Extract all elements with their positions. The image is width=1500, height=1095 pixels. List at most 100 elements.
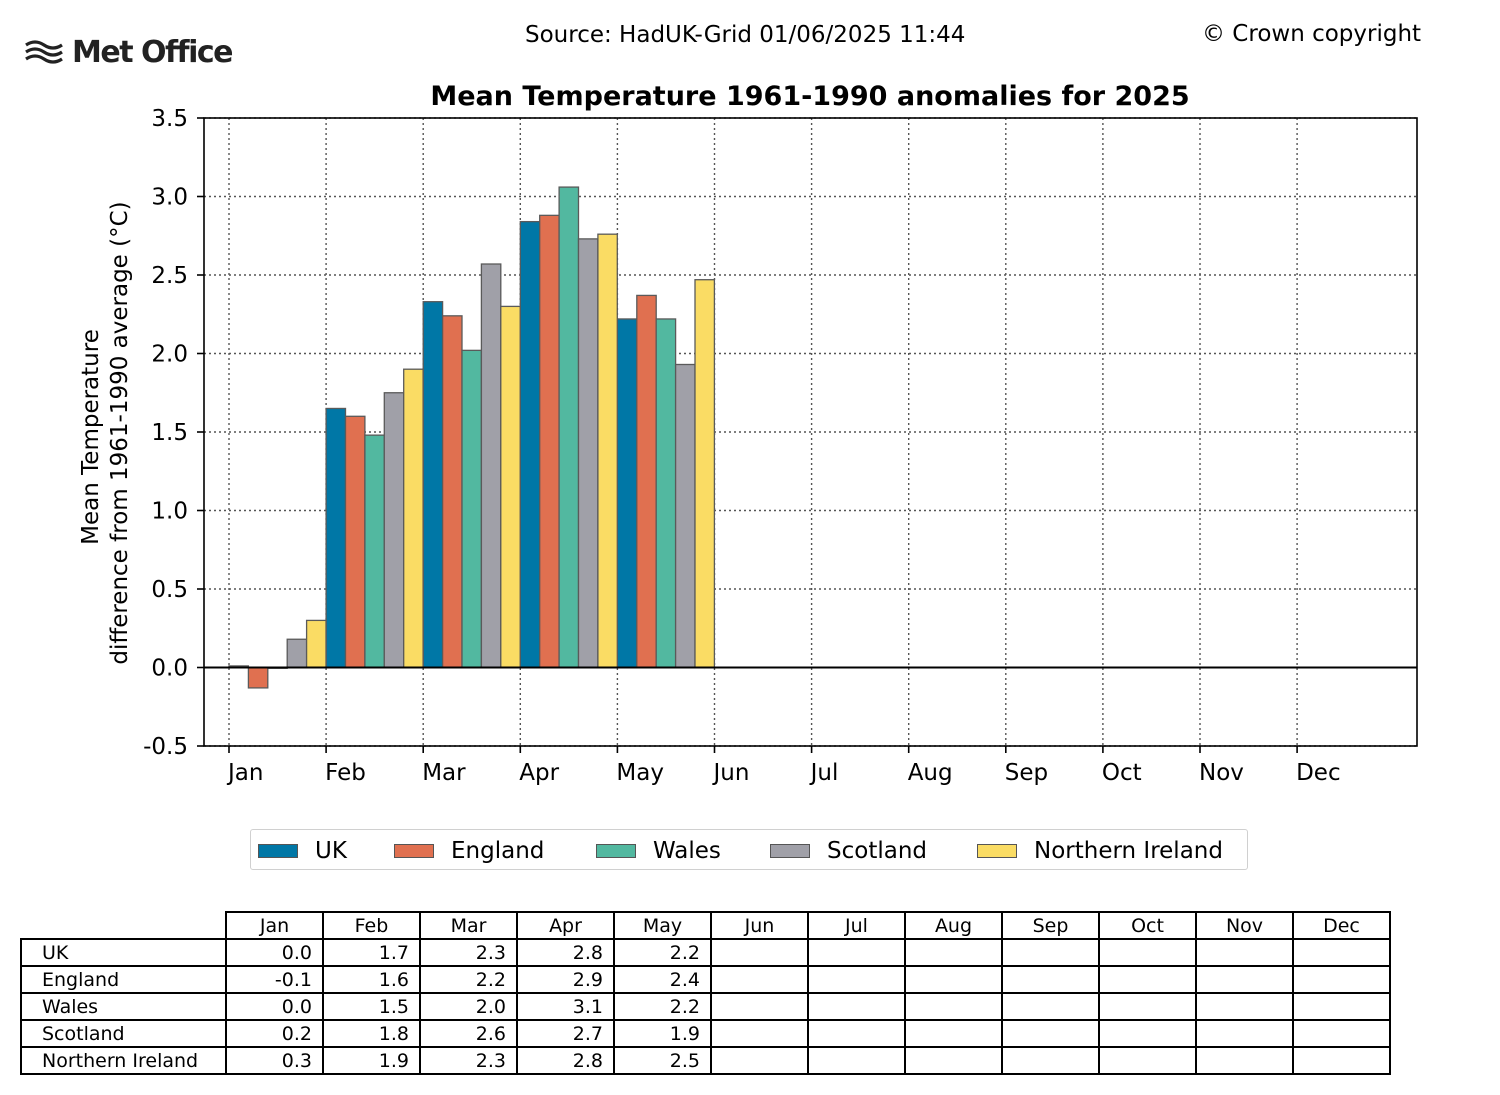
- table-cell: 2.2: [419, 965, 518, 994]
- y-axis-label-line2: difference from 1961-1990 average (°C): [107, 201, 133, 664]
- table-cell: 1.9: [322, 1046, 421, 1075]
- table-cell: 3.1: [516, 992, 615, 1021]
- table-column-header: Aug: [904, 911, 1003, 940]
- bar-england: [247, 666, 269, 689]
- table-cell: 1.9: [613, 1019, 712, 1048]
- y-tick-label: 0.5: [151, 577, 188, 603]
- y-tick-label: 2.0: [151, 342, 188, 368]
- legend-item-wales: Wales: [596, 830, 721, 871]
- bar-england: [539, 214, 560, 669]
- bar-northern-ireland: [694, 279, 716, 669]
- x-tick-label: May: [616, 760, 664, 786]
- table-cell: [710, 1019, 809, 1048]
- table-cell: 2.9: [516, 965, 615, 994]
- table-cell: 2.5: [613, 1046, 712, 1075]
- bar-scotland: [383, 392, 405, 669]
- y-tick-label: -0.5: [143, 734, 188, 760]
- table-column-header: Jul: [807, 911, 906, 940]
- legend-label: Wales: [653, 837, 721, 864]
- table-cell: [710, 992, 809, 1021]
- table-cell: [1195, 1019, 1294, 1048]
- table-cell: [1098, 992, 1197, 1021]
- table-row-label: Wales: [20, 992, 227, 1021]
- bar-uk: [422, 301, 444, 669]
- table-cell: [904, 938, 1003, 967]
- table-cell: 0.0: [225, 938, 324, 967]
- legend-label: UK: [315, 837, 347, 864]
- legend-item-uk: UK: [258, 830, 347, 871]
- source-text: Source: HadUK-Grid 01/06/2025 11:44: [525, 22, 966, 48]
- legend-swatch: [977, 843, 1017, 858]
- x-tick-label: Jun: [712, 760, 750, 786]
- bar-scotland: [577, 238, 599, 669]
- legend-label: Northern Ireland: [1034, 837, 1223, 864]
- table-cell: 2.4: [613, 965, 712, 994]
- bar-northern-ireland: [500, 305, 521, 669]
- table-row: Northern Ireland 0.3 1.9 2.3 2.8 2.5: [20, 1046, 1391, 1075]
- table-row-label: England: [20, 965, 227, 994]
- table-cell: [904, 965, 1003, 994]
- legend-label: England: [451, 837, 545, 864]
- bar-wales: [558, 186, 580, 669]
- bar-scotland: [480, 263, 502, 669]
- table-cell: 2.7: [516, 1019, 615, 1048]
- table-cell: [1098, 938, 1197, 967]
- bar-wales: [461, 349, 483, 669]
- bar-northern-ireland: [403, 368, 424, 669]
- table-cell: 2.8: [516, 1046, 615, 1075]
- table-column-header: Feb: [322, 911, 421, 940]
- table-cell: 0.2: [225, 1019, 324, 1048]
- table-row: UK 0.0 1.7 2.3 2.8 2.2: [20, 938, 1391, 967]
- table-cell: [1098, 965, 1197, 994]
- chart-title: Mean Temperature 1961-1990 anomalies for…: [430, 81, 1189, 112]
- table-cell: [807, 1046, 906, 1075]
- table-cell: [710, 965, 809, 994]
- legend-swatch: [394, 843, 434, 858]
- x-tick-label: Mar: [422, 760, 466, 786]
- bar-england: [344, 415, 366, 669]
- legend-swatch: [770, 843, 810, 858]
- bar-northern-ireland: [597, 233, 618, 669]
- x-tick-label: Jul: [809, 760, 839, 786]
- table-row: Wales 0.0 1.5 2.0 3.1 2.2: [20, 992, 1391, 1021]
- table-cell: 0.0: [225, 992, 324, 1021]
- waves-icon: [25, 40, 63, 64]
- bar-uk: [519, 220, 541, 669]
- table-cell: [1001, 938, 1100, 967]
- table-column-header: Mar: [419, 911, 518, 940]
- legend-label: Scotland: [827, 837, 927, 864]
- x-tick-label: Aug: [908, 760, 953, 786]
- table-cell: -0.1: [225, 965, 324, 994]
- anomaly-bar-chart: Mean Temperature 1961-1990 anomalies for…: [78, 81, 1418, 786]
- bar-uk: [325, 407, 347, 669]
- y-tick-label: 2.5: [151, 263, 188, 289]
- table-cell: [1001, 1046, 1100, 1075]
- table-cell: [1098, 1046, 1197, 1075]
- table-column-header: Oct: [1098, 911, 1197, 940]
- table-column-header: Jun: [710, 911, 809, 940]
- table-column-header: Apr: [516, 911, 615, 940]
- x-tick-label: Oct: [1102, 760, 1142, 786]
- bar-scotland: [674, 363, 696, 669]
- table-cell: [904, 1046, 1003, 1075]
- table-column-header: Nov: [1195, 911, 1294, 940]
- table-cell: 0.3: [225, 1046, 324, 1075]
- logo-text: Met Office: [72, 34, 234, 70]
- bar-northern-ireland: [305, 619, 327, 669]
- table-cell: 2.6: [419, 1019, 518, 1048]
- table-cell: [1195, 938, 1294, 967]
- table-cell: [807, 965, 906, 994]
- table-cell: [807, 938, 906, 967]
- x-tick-label: Sep: [1005, 760, 1048, 786]
- table-row: England -0.1 1.6 2.2 2.9 2.4: [20, 965, 1391, 994]
- table-column-header: Sep: [1001, 911, 1100, 940]
- x-tick-label: Dec: [1296, 760, 1341, 786]
- legend-item-scotland: Scotland: [770, 830, 927, 871]
- table-row-label: UK: [20, 938, 227, 967]
- table-cell: [1292, 992, 1391, 1021]
- y-tick-label: 0.0: [151, 656, 188, 682]
- x-tick-label: Nov: [1199, 760, 1244, 786]
- table-column-header: Jan: [225, 911, 324, 940]
- table-cell: 1.5: [322, 992, 421, 1021]
- table-cell: [1292, 938, 1391, 967]
